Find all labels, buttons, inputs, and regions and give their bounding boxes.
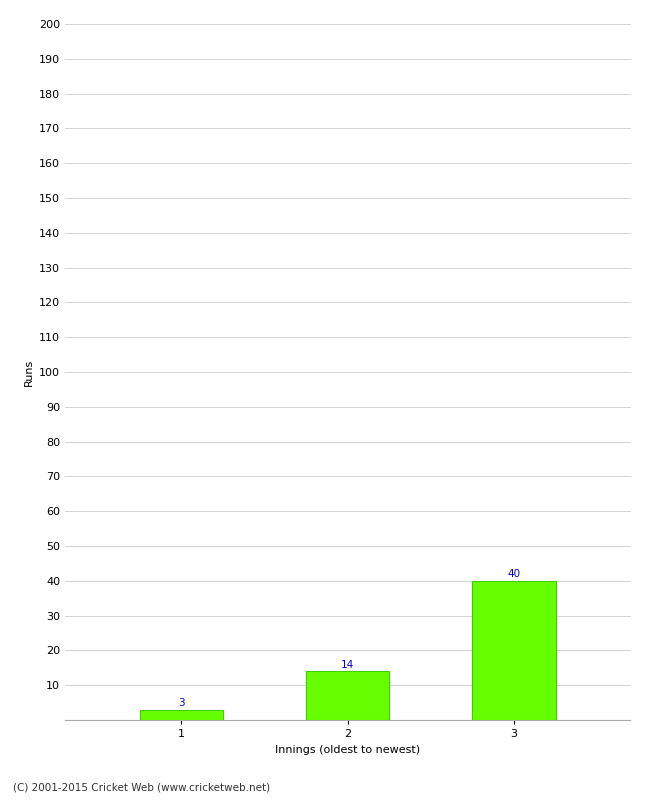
Bar bbox=[473, 581, 556, 720]
Y-axis label: Runs: Runs bbox=[23, 358, 33, 386]
Text: 40: 40 bbox=[508, 569, 521, 579]
Text: (C) 2001-2015 Cricket Web (www.cricketweb.net): (C) 2001-2015 Cricket Web (www.cricketwe… bbox=[13, 782, 270, 792]
Bar bbox=[140, 710, 223, 720]
Text: 3: 3 bbox=[178, 698, 185, 708]
Text: 14: 14 bbox=[341, 659, 354, 670]
X-axis label: Innings (oldest to newest): Innings (oldest to newest) bbox=[275, 745, 421, 754]
Bar bbox=[306, 671, 389, 720]
